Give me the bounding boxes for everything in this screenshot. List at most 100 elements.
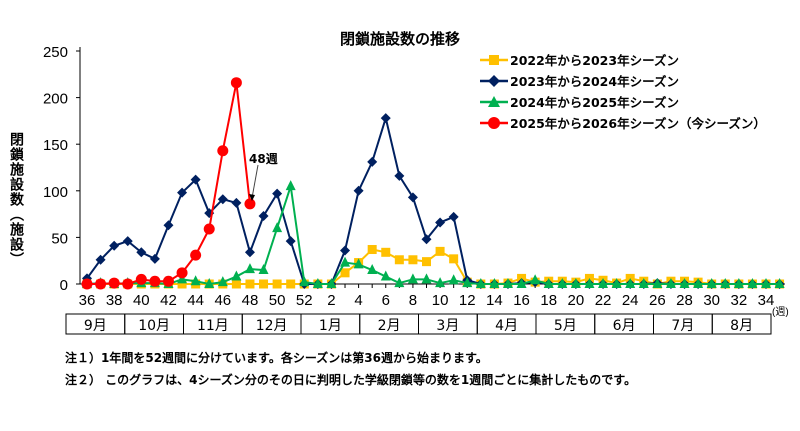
data-point — [286, 279, 296, 289]
y-tick-label: 150 — [43, 137, 68, 154]
data-point — [353, 258, 364, 269]
data-point — [258, 210, 269, 221]
data-point — [149, 275, 161, 287]
data-point — [231, 270, 242, 281]
legend-item: 2025年から2026年シーズン（今シーズン） — [480, 112, 766, 133]
data-point — [584, 278, 595, 288]
data-point — [394, 255, 404, 265]
data-point — [231, 197, 242, 208]
month-label: 7月 — [671, 318, 694, 334]
annotation-48-week: 48週 — [249, 152, 278, 166]
data-point — [720, 278, 731, 288]
data-point — [475, 278, 486, 288]
data-point — [203, 223, 215, 235]
data-point — [81, 278, 93, 290]
data-point — [190, 275, 201, 286]
legend-item: 2023年から2024年シーズン — [480, 70, 766, 91]
month-label: 5月 — [554, 318, 577, 334]
x-tick-label: 26 — [649, 292, 666, 309]
x-tick-label: 46 — [214, 292, 231, 309]
x-tick-label: 8 — [409, 292, 417, 309]
data-point — [217, 276, 228, 287]
data-point — [122, 278, 134, 290]
data-point — [380, 113, 391, 124]
data-point — [449, 254, 459, 264]
data-point — [230, 77, 242, 89]
data-point — [665, 278, 676, 288]
data-point — [122, 236, 133, 247]
x-tick-label: 4 — [354, 292, 362, 309]
data-point — [516, 278, 527, 288]
data-point — [217, 194, 228, 205]
data-point — [163, 220, 174, 231]
legend-label: 2023年から2024年シーズン — [510, 74, 679, 89]
month-label: 3月 — [436, 318, 459, 334]
data-point — [190, 249, 202, 261]
data-point — [421, 273, 432, 284]
chart-title: 閉鎖施設数の推移 — [339, 30, 460, 48]
note-1: 注１）1年間を52週間に分けています。各シーズンは第36週から始まります。 — [65, 351, 488, 365]
data-point — [638, 278, 649, 288]
data-point — [177, 273, 188, 284]
data-point — [109, 240, 120, 251]
x-tick-label: 42 — [160, 292, 177, 309]
data-point — [149, 253, 160, 264]
data-point — [272, 279, 282, 289]
data-point — [407, 273, 418, 284]
legend-item: 2024年から2025年シーズン — [480, 91, 766, 112]
data-point — [408, 255, 418, 265]
y-tick-label: 0 — [60, 277, 68, 294]
month-label: 8月 — [730, 318, 753, 334]
data-point — [272, 188, 283, 199]
x-tick-label: 36 — [79, 292, 96, 309]
data-point — [204, 278, 215, 288]
series-line-2 — [86, 185, 780, 286]
y-tick-label: 50 — [51, 230, 68, 247]
data-point — [135, 273, 147, 285]
data-point — [245, 279, 255, 289]
series-line-1 — [86, 114, 780, 285]
y-tick-label: 250 — [43, 44, 68, 61]
note-2: 注２） このグラフは、4シーズン分のその日に判明した学級閉鎖等の数を1週間ごとに… — [65, 373, 637, 387]
x-tick-label: 18 — [540, 292, 557, 309]
data-point — [108, 277, 120, 289]
month-label: 6月 — [613, 318, 636, 334]
data-point — [136, 247, 147, 258]
legend-label: 2025年から2026年シーズン（今シーズン） — [510, 116, 766, 131]
data-point — [367, 156, 378, 167]
data-point — [435, 277, 446, 288]
data-point — [177, 187, 188, 198]
legend-label: 2022年から2023年シーズン — [510, 53, 679, 68]
data-point — [598, 278, 609, 288]
annotation-arrow — [251, 164, 259, 199]
x-tick-label: 28 — [676, 292, 693, 309]
y-tick-label: 200 — [43, 91, 68, 108]
data-point — [244, 198, 256, 210]
month-cell — [711, 313, 772, 335]
data-point — [394, 277, 405, 288]
data-point — [747, 278, 758, 288]
x-tick-label: 50 — [269, 292, 286, 309]
annotation-arrowhead — [249, 194, 255, 201]
data-point — [176, 267, 188, 279]
data-point — [244, 263, 255, 274]
x-tick-label: 48 — [242, 292, 259, 309]
data-point — [462, 277, 473, 288]
data-point — [543, 278, 554, 288]
data-point — [258, 264, 269, 275]
data-point — [367, 264, 378, 275]
data-point — [625, 278, 636, 288]
data-point — [285, 236, 296, 247]
legend-label: 2024年から2025年シーズン — [510, 95, 679, 110]
data-point — [326, 278, 337, 288]
data-point — [530, 274, 541, 285]
month-label: 10月 — [138, 318, 170, 334]
month-label: 11月 — [197, 318, 229, 334]
x-tick-label: 20 — [568, 292, 585, 309]
x-tick-label: 10 — [432, 292, 449, 309]
data-point — [448, 211, 459, 222]
data-point — [380, 270, 391, 281]
x-tick-label: 52 — [296, 292, 313, 309]
month-label: 12月 — [256, 318, 288, 334]
x-tick-label: 22 — [595, 292, 612, 309]
